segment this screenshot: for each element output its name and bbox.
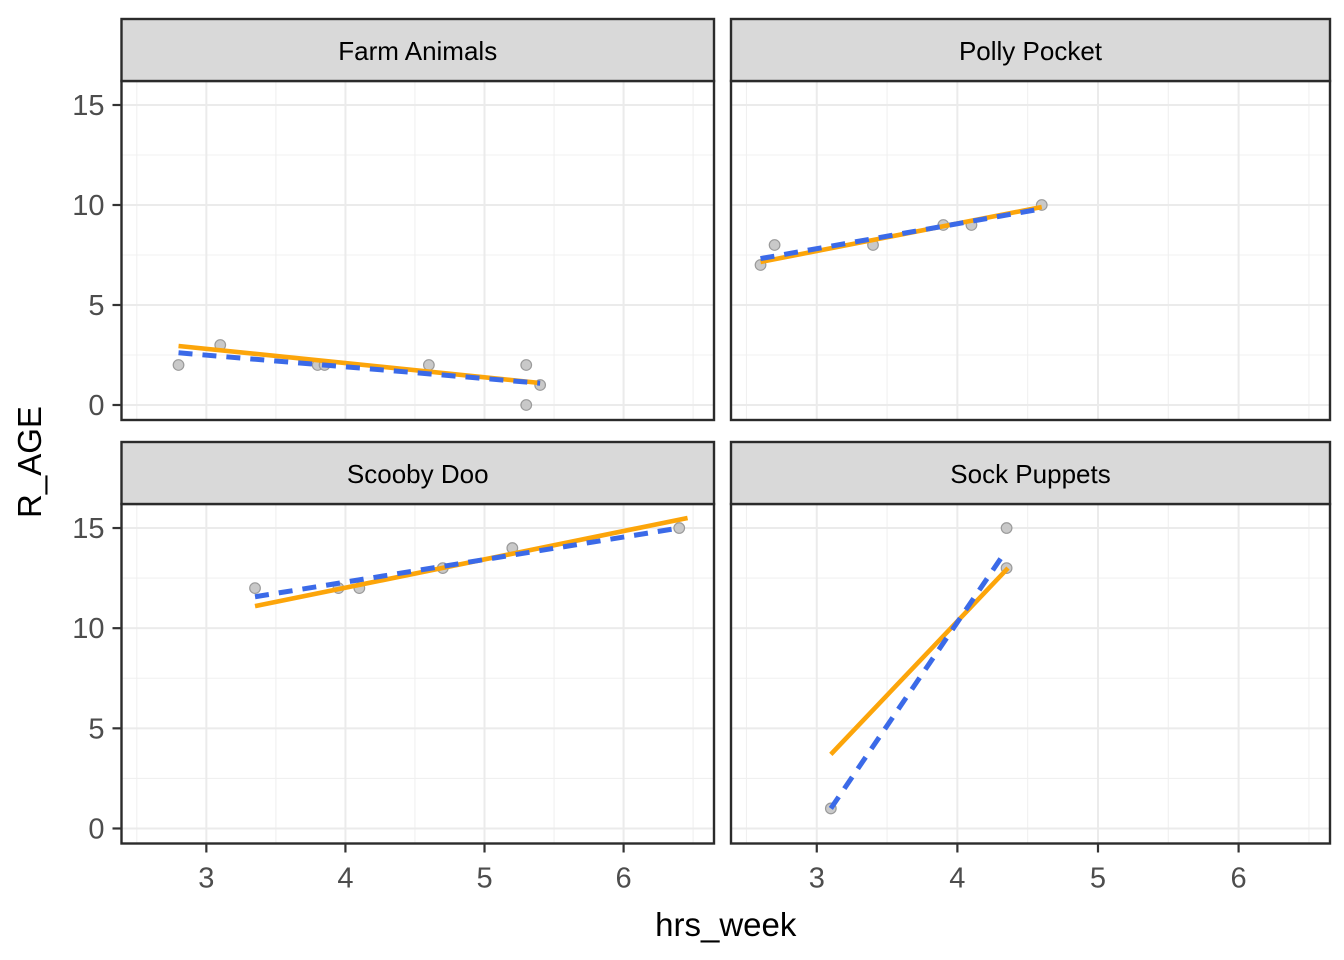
facet-panel — [120, 79, 716, 422]
strip-background — [729, 440, 1332, 506]
data-point — [422, 359, 435, 371]
x-tick-label: 6 — [1231, 863, 1247, 895]
facet-strip-scooby-doo: Scooby Doo — [120, 440, 716, 506]
data-point — [172, 359, 185, 371]
data-point — [673, 522, 686, 534]
strip-background — [120, 17, 716, 83]
dashed-trend-line — [828, 554, 1005, 810]
strip-label: Scooby Doo — [347, 459, 489, 489]
x-tick-label: 3 — [198, 863, 214, 895]
panel-background — [121, 504, 714, 844]
facet-panel — [729, 502, 1332, 845]
solid-trend-line — [829, 566, 1010, 756]
x-tick-label: 6 — [616, 863, 632, 895]
data-point — [520, 359, 533, 371]
y-axis-title: R_AGE — [11, 406, 48, 518]
panel-background — [121, 81, 714, 420]
solid-trend-line — [760, 204, 1043, 265]
axis-ticks: 0 5 10 15 0 5 10 15 3 4 5 6 3 4 5 6 — [72, 90, 1246, 895]
facet-strip-sock-puppets: Sock Puppets — [729, 440, 1332, 506]
facet-strip-farm-animals: Farm Animals — [120, 17, 716, 83]
data-point — [768, 239, 781, 251]
panel-background — [731, 504, 1330, 844]
x-tick-label: 3 — [809, 863, 825, 895]
data-point — [1000, 522, 1013, 534]
strip-label: Farm Animals — [338, 36, 497, 66]
x-tick-label: 4 — [949, 863, 965, 895]
x-tick-label: 5 — [1090, 863, 1106, 895]
y-tick-label: 10 — [72, 190, 104, 222]
facet-strip-polly-pocket: Polly Pocket — [729, 17, 1332, 83]
y-tick-label: 15 — [72, 90, 104, 122]
panel-area — [120, 79, 1332, 845]
facet-panel — [729, 79, 1332, 422]
strip-background — [120, 440, 716, 506]
strip-label: Polly Pocket — [959, 36, 1103, 66]
dashed-trend-line — [178, 350, 541, 386]
y-tick-label: 0 — [88, 813, 104, 845]
data-point — [249, 582, 261, 595]
solid-trend-line — [178, 343, 541, 386]
data-point — [520, 399, 533, 411]
facet-panel — [120, 502, 716, 845]
strip-background — [729, 17, 1332, 83]
y-tick-label: 5 — [88, 290, 104, 322]
y-tick-label: 10 — [72, 613, 104, 645]
x-tick-label: 5 — [476, 863, 492, 895]
x-tick-label: 4 — [337, 863, 353, 895]
y-tick-label: 0 — [88, 390, 104, 422]
strip-label: Sock Puppets — [950, 459, 1110, 489]
y-tick-label: 15 — [72, 513, 104, 545]
x-axis-title: hrs_week — [655, 906, 797, 943]
y-tick-label: 5 — [88, 713, 104, 745]
